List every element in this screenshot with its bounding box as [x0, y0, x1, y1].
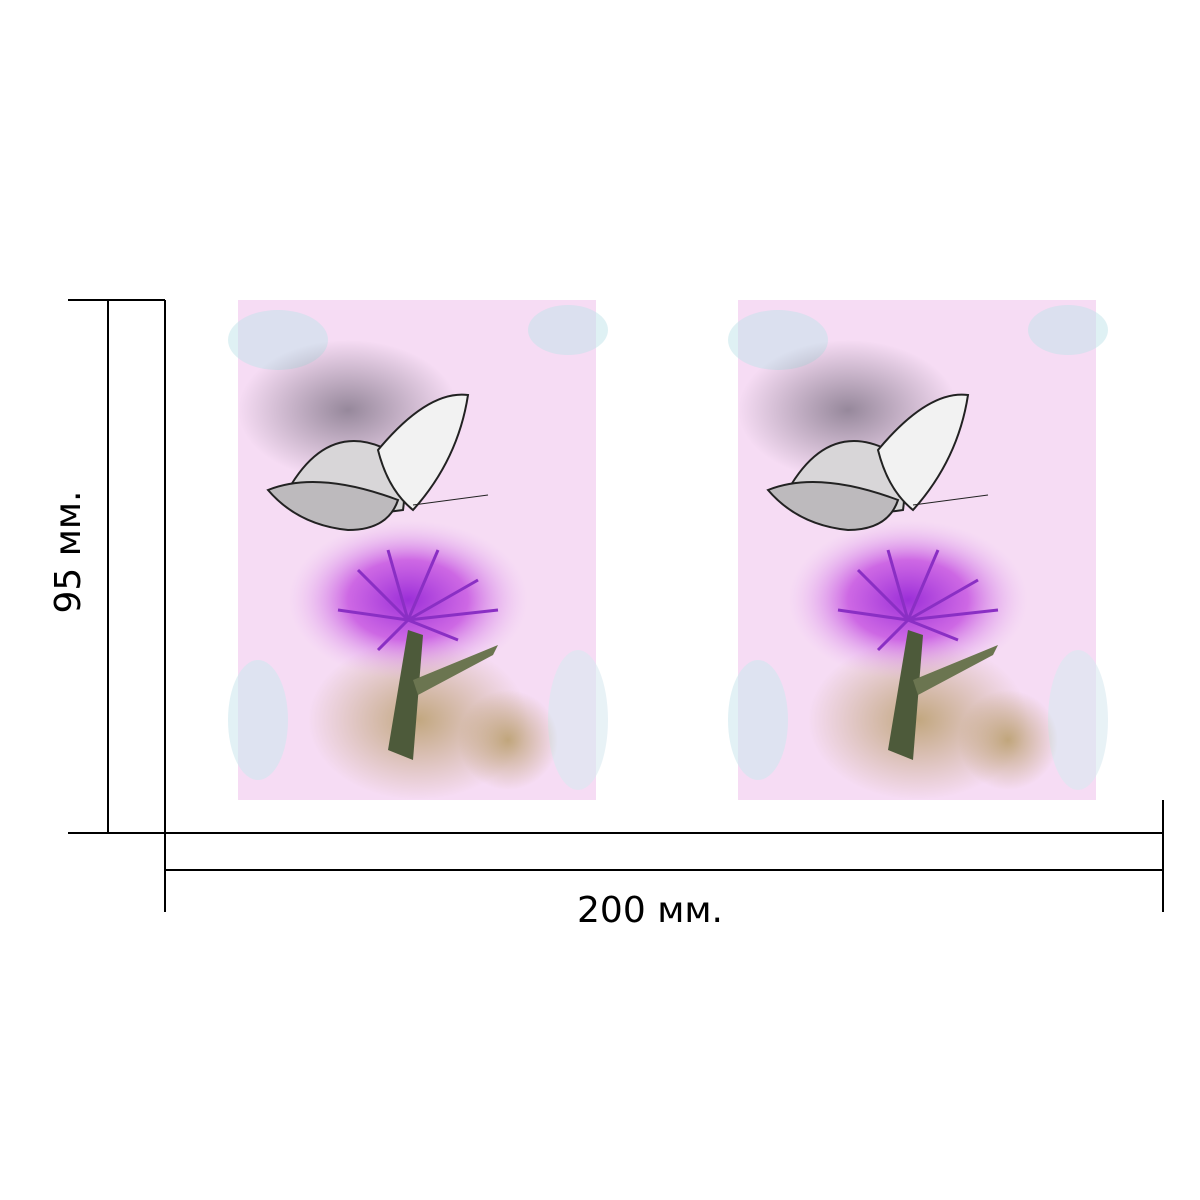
product-image — [226, 298, 610, 802]
product-image — [726, 298, 1110, 802]
height-label: 95 мм. — [48, 490, 89, 613]
width-label: 200 мм. — [577, 890, 723, 931]
